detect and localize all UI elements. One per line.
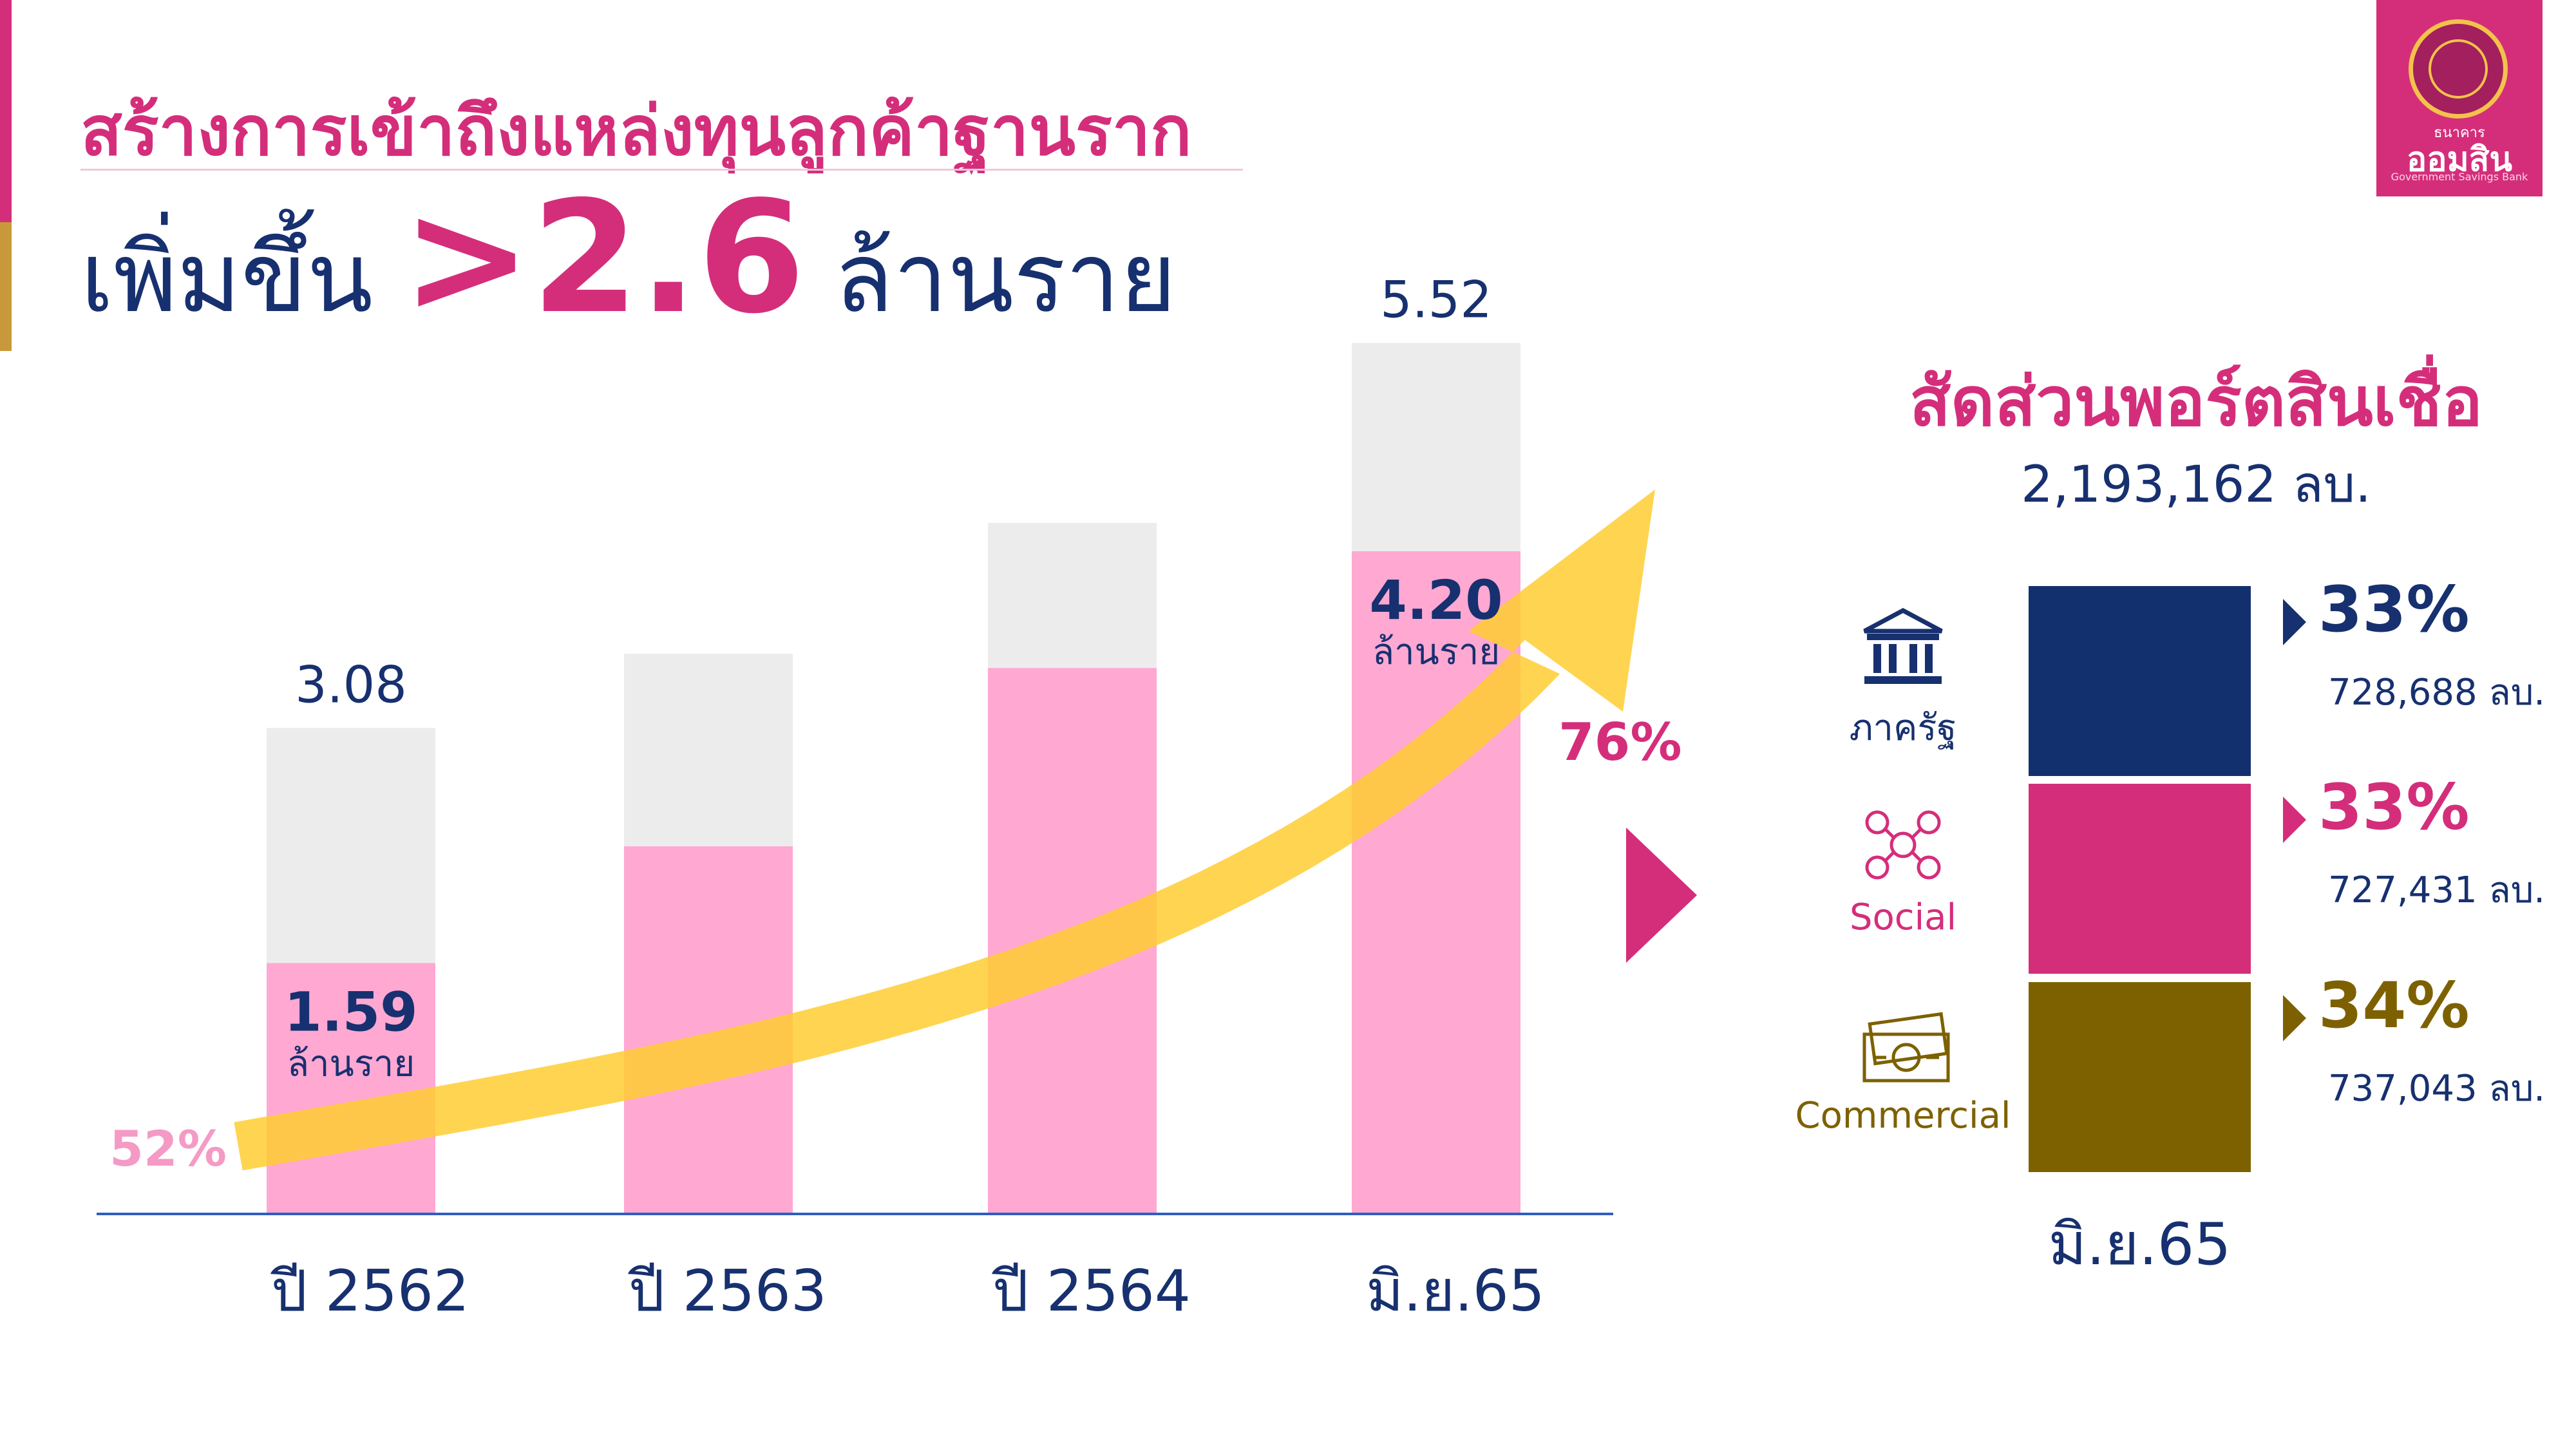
headline-subtitle: เพิ่มขึ้น >2.6 ล้านราย	[80, 180, 1177, 335]
x-tick-label-1: ปี 2563	[627, 1258, 827, 1324]
portfolio-segment-1	[2029, 784, 2251, 974]
headline-suffix: ล้านราย	[834, 222, 1177, 334]
share-amount-0: 728,688 ลบ.	[2328, 672, 2546, 714]
total-label-0: 3.08	[295, 656, 407, 714]
government-building-icon	[1858, 605, 1948, 692]
portfolio-category-label-0: ภาครัฐ	[1849, 707, 1957, 749]
growth-trend-arrow	[234, 489, 1656, 1171]
accent-bar-top	[0, 0, 12, 222]
x-tick-label-0: ปี 2562	[270, 1258, 469, 1324]
headline-divider	[80, 169, 1243, 171]
base-bar-3	[1352, 343, 1520, 551]
headline-highlight-number: >2.6	[402, 167, 806, 348]
base-bar-0	[267, 728, 435, 963]
share-marker-icon-2	[2283, 995, 2306, 1041]
banknote-icon	[1858, 1011, 1955, 1091]
logo-english-name: Government Savings Bank	[2391, 171, 2528, 183]
portfolio-total: 2,193,162 ลบ.	[2021, 456, 2371, 514]
base-bar-1	[624, 654, 793, 847]
portfolio-segment-0	[2029, 586, 2251, 776]
highlight-unit-0: ล้านราย	[287, 1043, 415, 1084]
bank-logo: ธนาคาร ออมสิน Government Savings Bank	[2376, 0, 2543, 196]
headline-prefix: เพิ่มขึ้น	[80, 222, 374, 334]
pointer-arrow-icon	[1626, 828, 1697, 963]
share-percent-2: 34%	[2318, 969, 2470, 1043]
trend-end-label: 76%	[1558, 712, 1681, 772]
portfolio-period-label: มิ.ย.65	[2048, 1211, 2231, 1278]
x-tick-label-3: มิ.ย.65	[1366, 1258, 1545, 1324]
headline-title: สร้างการเข้าถึงแหล่งทุนลูกค้าฐานราก	[80, 91, 1192, 171]
highlight-value-3: 4.20	[1369, 569, 1502, 632]
x-tick-label-2: ปี 2564	[991, 1258, 1191, 1324]
accent-bar-bottom	[0, 222, 12, 351]
logo-small-text: ธนาคาร	[2434, 125, 2485, 141]
bank-seal-icon	[2409, 19, 2508, 118]
customer-growth-chart: ปี 2562 3.08 ปี 2563 ปี 2564 มิ.ย.65 5.52 1.59…	[97, 272, 1681, 1324]
social-network-icon	[1858, 803, 1948, 889]
share-percent-1: 33%	[2318, 771, 2470, 844]
total-label-3: 5.52	[1380, 272, 1492, 330]
share-amount-1: 727,431 ลบ.	[2328, 869, 2546, 911]
share-percent-0: 33%	[2318, 573, 2470, 647]
portfolio-segment-2	[2029, 982, 2251, 1172]
trend-start-label: 52%	[109, 1120, 227, 1177]
base-bar-2	[988, 522, 1157, 668]
share-marker-icon-1	[2283, 797, 2306, 843]
share-amount-2: 737,043 ลบ.	[2328, 1068, 2546, 1110]
portfolio-category-label-2: Commercial	[1795, 1095, 2011, 1137]
highlight-unit-3: ล้านราย	[1372, 631, 1500, 673]
growth-bar-0	[267, 963, 435, 1214]
logo-name: ออมสิน	[2406, 140, 2513, 179]
portfolio-title: สัดส่วนพอร์ตสินเชื่อ	[1909, 363, 2483, 441]
growth-bar-3	[1352, 551, 1520, 1214]
share-marker-icon-0	[2283, 599, 2306, 645]
portfolio-category-label-1: Social	[1849, 896, 1957, 938]
highlight-value-0: 1.59	[284, 980, 417, 1043]
